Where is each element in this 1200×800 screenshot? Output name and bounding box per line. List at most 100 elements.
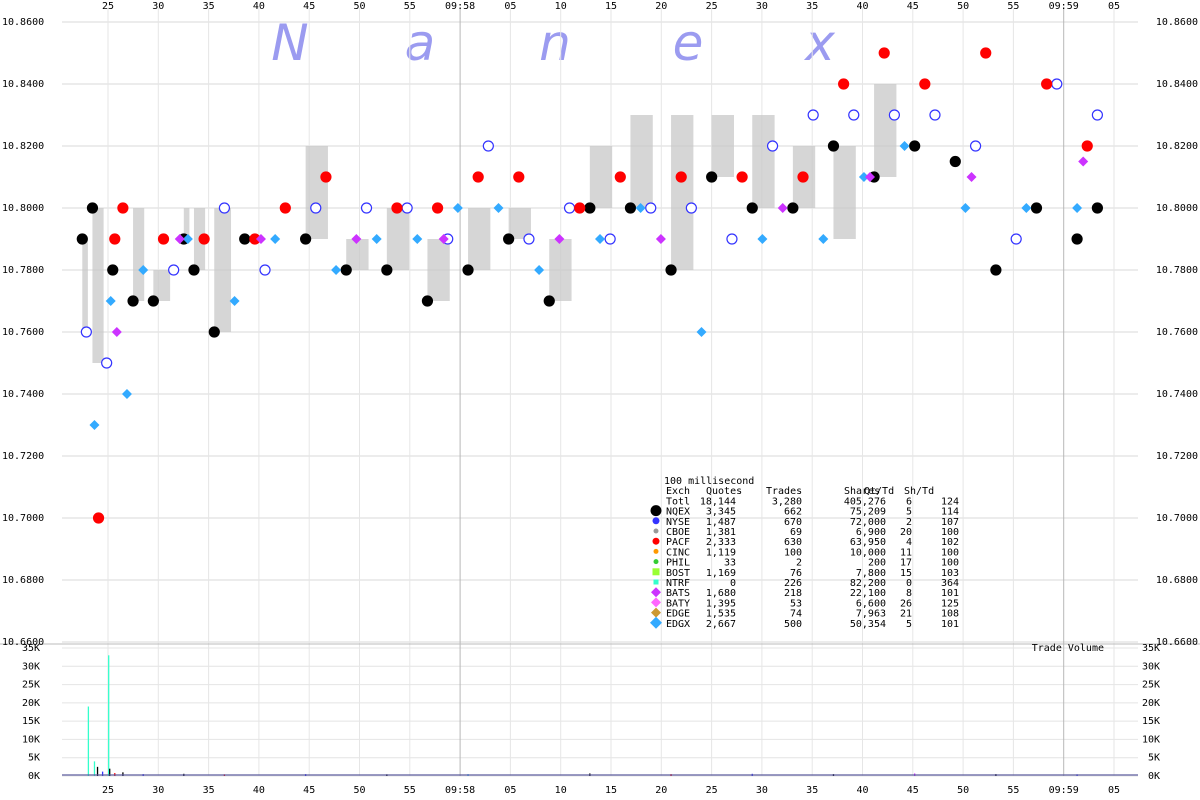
spread-band xyxy=(153,270,171,301)
legend-marker xyxy=(651,587,661,598)
x-tick-top: 35 xyxy=(806,1,818,12)
quote-point xyxy=(909,140,921,152)
legend-quotes: 0 xyxy=(730,578,736,589)
legend-marker xyxy=(653,579,659,585)
legend-qt-td: 2 xyxy=(906,517,912,528)
legend-trades: 670 xyxy=(784,517,802,528)
x-tick-bottom: 45 xyxy=(907,785,919,796)
legend-marker xyxy=(653,528,659,534)
quote-point xyxy=(584,202,596,214)
vol-y-tick-left: 20K xyxy=(22,698,40,709)
legend-exch: EDGE xyxy=(666,609,690,620)
x-tick-bottom: 25 xyxy=(706,785,718,796)
quote-point xyxy=(746,202,758,214)
legend-shares: 82,200 xyxy=(850,578,886,589)
legend-sh-td: 103 xyxy=(941,568,959,579)
x-tick-bottom: 45 xyxy=(303,785,315,796)
y-tick-left: 10.7200 xyxy=(2,451,44,462)
x-tick-top: 05 xyxy=(504,1,516,12)
edgx-point xyxy=(493,203,504,213)
y-tick-right: 10.6600 xyxy=(1156,637,1198,648)
x-tick-top: 50 xyxy=(957,1,969,12)
quote-point xyxy=(919,78,931,90)
edgx-point xyxy=(270,234,281,244)
bats-point xyxy=(554,234,565,244)
vol-y-tick-left: 35K xyxy=(22,643,40,654)
edgx-point xyxy=(182,234,193,244)
x-tick-top: 40 xyxy=(253,1,265,12)
spread-band xyxy=(92,208,104,363)
y-tick-right: 10.8000 xyxy=(1156,203,1198,214)
quote-point xyxy=(421,295,434,307)
x-tick-top: 40 xyxy=(856,1,868,12)
quote-point xyxy=(523,233,535,245)
legend-marker xyxy=(651,607,661,618)
legend-trades: 100 xyxy=(784,547,802,558)
legend-shares: 63,950 xyxy=(850,537,886,548)
vol-y-tick-right: 15K xyxy=(1142,716,1160,727)
x-tick-top: 20 xyxy=(655,1,667,12)
edgx-point xyxy=(229,296,240,306)
edgx-point xyxy=(1021,203,1032,213)
quote-point xyxy=(1030,202,1043,214)
spread-band xyxy=(630,115,653,208)
volume-baseline-noise xyxy=(62,774,1138,776)
bats-point xyxy=(865,172,876,182)
x-tick-top: 55 xyxy=(404,1,416,12)
x-tick-bottom: 40 xyxy=(253,785,265,796)
quote-point xyxy=(80,326,92,338)
quote-point xyxy=(980,47,992,59)
legend-exch: CINC xyxy=(666,547,690,558)
y-tick-right: 10.6800 xyxy=(1156,575,1198,586)
edgx-point xyxy=(412,234,423,244)
x-tick-bottom: 40 xyxy=(856,785,868,796)
y-tick-right: 10.8200 xyxy=(1156,141,1198,152)
legend-caption: 100 millisecond xyxy=(664,476,754,487)
quote-point xyxy=(848,109,860,121)
x-tick-top: 05 xyxy=(1108,1,1120,12)
legend-header: Quotes xyxy=(706,486,742,497)
y-tick-left: 10.7000 xyxy=(2,513,44,524)
quote-point xyxy=(969,140,982,152)
legend-marker xyxy=(652,537,660,545)
spread-band xyxy=(671,115,694,270)
legend-quotes: 3,345 xyxy=(706,507,736,518)
legend-shares: 7,963 xyxy=(856,609,886,620)
legend-shares: 200 xyxy=(868,558,886,569)
legend-qt-td: 4 xyxy=(906,537,912,548)
trade-volume-label: Trade Volume xyxy=(1032,643,1104,654)
quote-point xyxy=(117,202,129,214)
quote-point xyxy=(208,326,220,338)
legend-exch: Totl xyxy=(666,496,690,507)
legend-exch: NTRF xyxy=(666,578,690,589)
quote-point xyxy=(431,202,444,214)
spread-band xyxy=(589,146,613,208)
legend-marker xyxy=(652,517,660,525)
bats-point xyxy=(438,234,449,244)
legend-exch: PACF xyxy=(666,537,690,548)
x-tick-top: 09:58 xyxy=(445,1,475,12)
edgx-point xyxy=(105,296,116,306)
legend-trades: 53 xyxy=(790,598,802,609)
legend-quotes: 1,487 xyxy=(706,517,736,528)
legend-exch: BATY xyxy=(666,598,690,609)
quote-point xyxy=(147,295,159,307)
legend-header: Exch xyxy=(666,486,690,497)
chart-grid xyxy=(62,8,1138,777)
spread-band xyxy=(427,239,450,301)
legend-exch: PHIL xyxy=(666,558,690,569)
quote-point xyxy=(472,171,484,183)
quote-point xyxy=(360,202,373,214)
vol-y-tick-right: 25K xyxy=(1142,680,1160,691)
spread-band xyxy=(305,146,328,239)
bats-point xyxy=(351,234,362,244)
bats-point xyxy=(174,234,185,244)
edgx-point xyxy=(858,172,869,182)
quote-point xyxy=(949,155,961,168)
legend-qt-td: 5 xyxy=(906,507,912,518)
watermark-letter: a xyxy=(405,14,436,72)
x-tick-bottom: 30 xyxy=(756,785,768,796)
quote-point xyxy=(1010,233,1022,245)
quote-point xyxy=(990,264,1002,276)
